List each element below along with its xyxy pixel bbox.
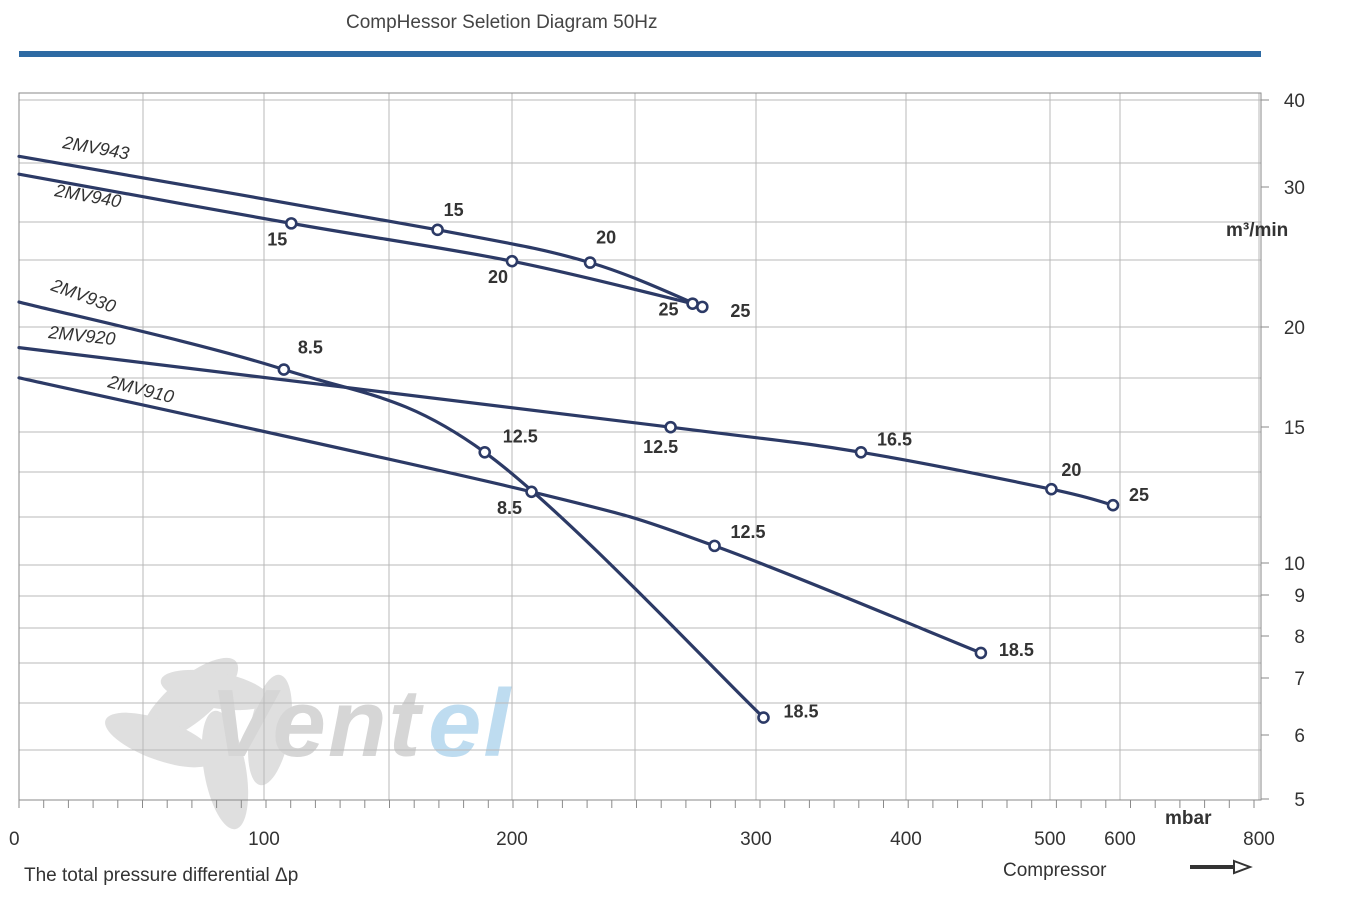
data-point-marker	[478, 445, 492, 459]
data-point-marker	[431, 223, 444, 237]
y-tick-label: 5	[1294, 790, 1305, 811]
x-tick-label: 100	[248, 829, 280, 850]
x-unit-label: mbar	[1165, 808, 1212, 829]
series-line-2mv920	[17, 346, 1115, 507]
x-axis: 0 100 200 300 400 500 600 800	[9, 800, 1275, 850]
x-axis-caption: The total pressure differential Δp	[24, 865, 298, 886]
y-tick-label: 30	[1284, 178, 1305, 199]
data-point-marker	[525, 485, 538, 499]
y-tick-label: 6	[1294, 726, 1305, 747]
data-point-label: 12.5	[503, 426, 538, 446]
data-point-marker	[664, 420, 677, 434]
data-point-marker	[1045, 482, 1058, 496]
series-curves	[17, 154, 1120, 724]
data-point-label: 20	[1061, 460, 1081, 480]
plot-frame	[18, 92, 1262, 801]
data-point-label: 20	[488, 267, 508, 287]
data-point-marker	[686, 297, 699, 310]
data-point-label: 18.5	[784, 702, 819, 722]
y-axis: 40 30 20 15 10 9 8 7 6 5	[1261, 91, 1305, 811]
y-tick-label: 15	[1284, 418, 1305, 439]
y-tick-label: 40	[1284, 91, 1305, 112]
data-point-marker	[757, 711, 770, 724]
data-point-label: 25	[730, 301, 750, 321]
logo-text-blue: el	[428, 670, 512, 777]
header-bar	[19, 51, 1261, 57]
data-point-label: 16.5	[877, 429, 912, 449]
data-point-label: 25	[1129, 485, 1149, 505]
chart-title: CompHessor Seletion Diagram 50Hz	[346, 12, 658, 33]
x-tick-label: 300	[740, 829, 772, 850]
logo-text-gray: Vent	[210, 670, 425, 777]
series-line-2mv943	[17, 154, 704, 309]
data-point-label: 25	[659, 300, 679, 320]
data-point-label: 15	[444, 200, 464, 220]
data-point-marker	[854, 445, 868, 459]
series-name-label: 2MV943	[60, 132, 130, 164]
compressor-label: Compressor	[1003, 860, 1107, 881]
y-tick-label: 20	[1284, 318, 1305, 339]
series-line-2mv910	[17, 376, 983, 655]
data-point-label: 8.5	[497, 498, 522, 518]
y-tick-label: 9	[1294, 586, 1305, 607]
y-tick-label: 7	[1294, 669, 1305, 690]
y-unit-label: m³/min	[1226, 220, 1288, 241]
ventel-logo: Vent el	[105, 657, 512, 830]
x-tick-label: 800	[1243, 829, 1275, 850]
data-point-label: 20	[596, 228, 616, 248]
data-point-label: 18.5	[999, 640, 1034, 660]
series-name-label: 2MV940	[52, 180, 122, 212]
x-tick-label: 500	[1034, 829, 1066, 850]
series-name-label: 2MV920	[47, 322, 117, 349]
series-name-label: 2MV910	[105, 371, 176, 407]
data-point-marker	[1106, 498, 1120, 512]
data-point-label: 8.5	[298, 338, 323, 358]
y-tick-label: 8	[1294, 627, 1305, 648]
x-tick-label: 200	[496, 829, 528, 850]
data-point-label: 15	[267, 229, 287, 249]
y-tick-label: 10	[1284, 554, 1305, 575]
x-tick-label: 0	[9, 829, 20, 850]
data-point-marker	[284, 217, 298, 230]
series-labels: 2MV9431520252MV9401520252MV9308.512.518.…	[47, 132, 1149, 722]
series-line-2mv930	[17, 300, 766, 720]
data-point-marker	[277, 363, 291, 376]
data-point-marker	[505, 254, 519, 268]
data-point-marker	[708, 539, 721, 553]
data-point-marker	[974, 646, 988, 660]
data-point-marker	[583, 256, 597, 269]
x-tick-label: 400	[890, 829, 922, 850]
x-tick-label: 600	[1104, 829, 1136, 850]
grid	[18, 93, 1261, 801]
arrow-right-icon	[1190, 859, 1253, 875]
data-point-label: 12.5	[731, 522, 766, 542]
data-point-label: 12.5	[643, 437, 678, 457]
series-line-2mv940	[17, 172, 695, 306]
